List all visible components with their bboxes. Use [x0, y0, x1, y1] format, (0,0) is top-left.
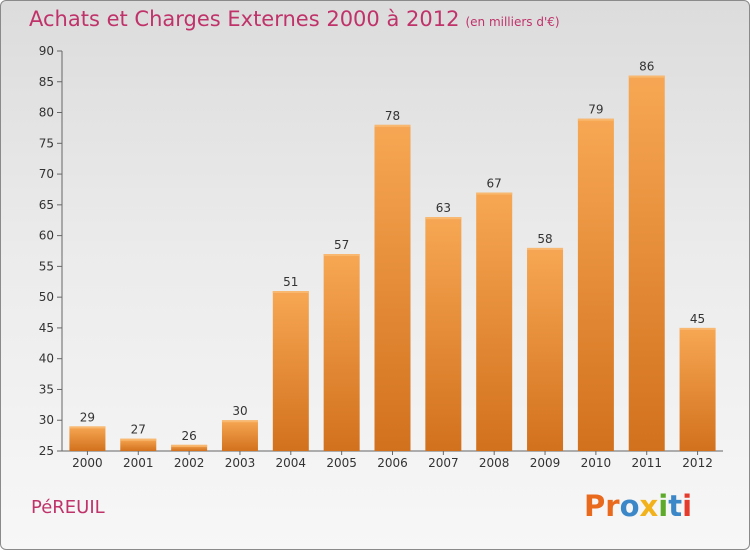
- x-tick-label-2000: 2000: [72, 456, 103, 470]
- logo-letter: i: [682, 489, 693, 523]
- value-label-2009: 58: [537, 232, 552, 246]
- x-tick-label-2004: 2004: [276, 456, 307, 470]
- y-tick-label: 75: [39, 136, 54, 150]
- x-tick-label-2005: 2005: [326, 456, 357, 470]
- x-tick-label-2003: 2003: [225, 456, 256, 470]
- bar-2005: [323, 254, 360, 451]
- proxiti-logo: Proxiti: [584, 489, 692, 523]
- y-tick-label: 90: [39, 44, 54, 58]
- y-tick-label: 85: [39, 75, 54, 89]
- bar-top-edge: [323, 254, 360, 257]
- bar-top-edge: [527, 247, 564, 250]
- bar-top-edge: [577, 118, 614, 121]
- y-tick-label: 55: [39, 259, 54, 273]
- y-tick-label: 80: [39, 106, 54, 120]
- bar-2010: [577, 118, 614, 451]
- y-tick-label: 70: [39, 167, 54, 181]
- chart-axes: 25 30 35 40 45 50 55 60 65 70 75 80 85 90: [39, 44, 723, 458]
- chart-title: Achats et Charges Externes 2000 à 2012 (e…: [29, 7, 560, 31]
- x-tick-label-2001: 2001: [123, 456, 154, 470]
- x-tick-label-2012: 2012: [682, 456, 713, 470]
- bar-2004: [272, 291, 309, 451]
- bar-top-edge: [374, 124, 411, 127]
- logo-letter: x: [639, 489, 659, 523]
- bar-2003: [221, 420, 258, 451]
- bar-top-edge: [425, 217, 462, 220]
- y-tick-label: 40: [39, 352, 54, 366]
- bar-2011: [628, 75, 665, 451]
- bar-top-edge: [272, 291, 309, 293]
- bar-top-edge: [221, 420, 258, 423]
- bar-top-edge: [171, 444, 208, 447]
- chart-unit-label: (en milliers d'€): [465, 15, 560, 29]
- x-tick-label-2006: 2006: [377, 456, 408, 470]
- x-tick-label-2011: 2011: [631, 456, 662, 470]
- value-label-2004: 51: [283, 275, 298, 289]
- bar-top-edge: [120, 438, 157, 441]
- y-tick-label: 35: [39, 382, 54, 396]
- value-label-2008: 67: [487, 177, 502, 191]
- logo-letter: o: [619, 489, 640, 523]
- y-tick-label: 30: [39, 413, 54, 427]
- bar-2006: [374, 124, 411, 451]
- value-label-2006: 78: [385, 109, 400, 123]
- value-label-2001: 27: [131, 423, 146, 437]
- chart-labels: 29 2000 27 2001 26 2002 30 2003 51 2004 57 2005 78 20…: [72, 60, 713, 470]
- value-label-2000: 29: [80, 410, 95, 424]
- x-tick-label-2010: 2010: [581, 456, 612, 470]
- y-tick-label: 50: [39, 290, 54, 304]
- value-label-2011: 86: [639, 60, 654, 74]
- y-tick-label: 60: [39, 229, 54, 243]
- bar-2002: [171, 444, 208, 451]
- x-tick-label-2008: 2008: [479, 456, 510, 470]
- commune-name: PéREUIL: [31, 497, 105, 518]
- value-label-2005: 57: [334, 238, 349, 252]
- chart-bars: [69, 75, 716, 452]
- x-tick-label-2009: 2009: [530, 456, 561, 470]
- bar-top-edge: [69, 426, 106, 429]
- logo-letter: i: [658, 489, 669, 523]
- bar-2009: [527, 247, 564, 451]
- bar-top-edge: [476, 192, 513, 195]
- value-label-2007: 63: [436, 201, 451, 215]
- logo-letter: P: [584, 489, 606, 523]
- y-tick-label: 65: [39, 198, 54, 212]
- chart-title-text: Achats et Charges Externes 2000 à 2012: [29, 7, 460, 31]
- y-tick-label: 45: [39, 321, 54, 335]
- value-label-2003: 30: [232, 404, 247, 418]
- x-tick-label-2002: 2002: [174, 456, 205, 470]
- bar-2008: [476, 192, 513, 452]
- value-label-2012: 45: [690, 312, 705, 326]
- logo-letter: t: [668, 489, 683, 523]
- logo-letter: r: [605, 489, 620, 523]
- bar-2000: [69, 426, 106, 451]
- bar-top-edge: [679, 327, 716, 330]
- bar-2012: [679, 327, 716, 451]
- bar-2007: [425, 217, 462, 451]
- y-tick-label: 25: [39, 444, 54, 458]
- bar-top-edge: [628, 75, 665, 78]
- x-tick-label-2007: 2007: [428, 456, 459, 470]
- value-label-2010: 79: [588, 103, 603, 117]
- bar-2001: [120, 438, 157, 451]
- value-label-2002: 26: [181, 429, 196, 443]
